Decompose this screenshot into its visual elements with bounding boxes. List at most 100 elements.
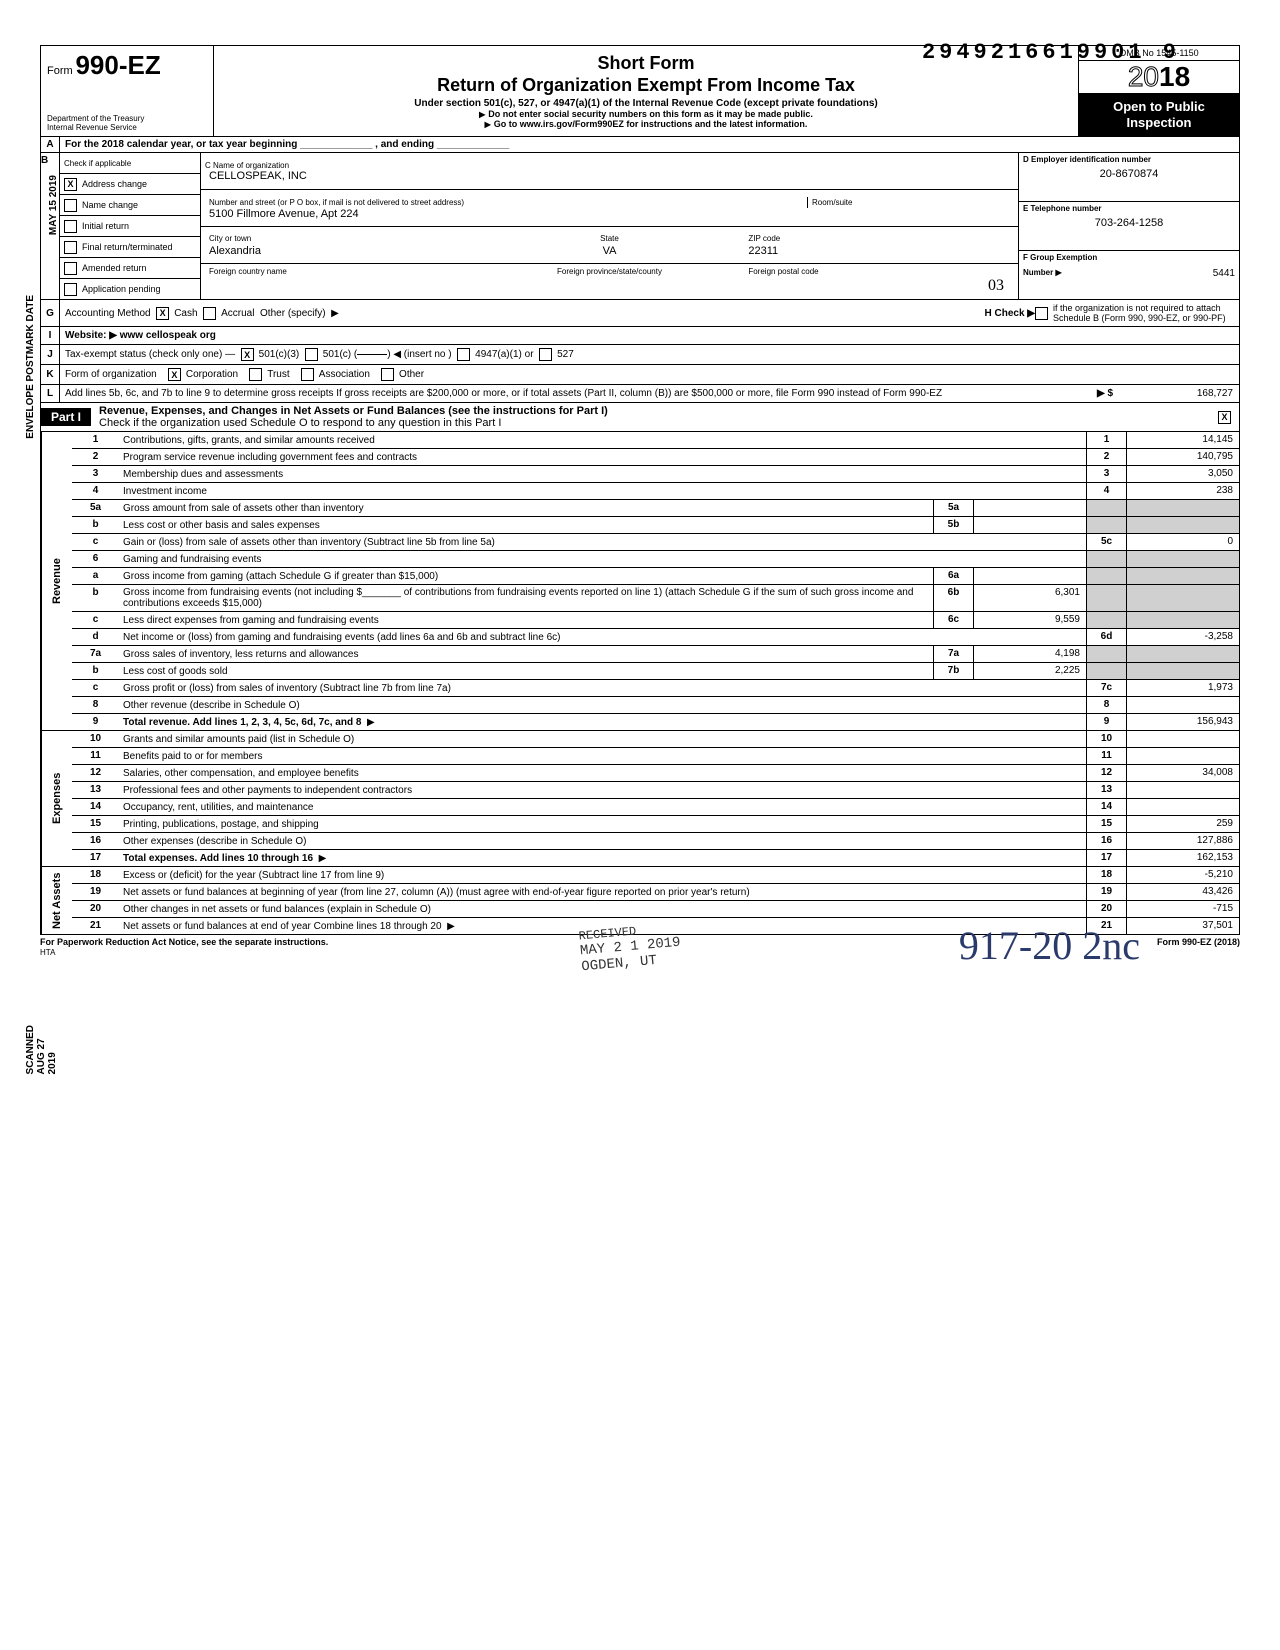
line-6d-desc: Net income or (loss) from gaming and fun… [119, 629, 1086, 645]
year-bold: 18 [1159, 61, 1190, 92]
under-section: Under section 501(c), 527, or 4947(a)(1)… [222, 98, 1070, 109]
label-g: G [41, 300, 60, 326]
part1-title: Revenue, Expenses, and Changes in Net As… [91, 403, 1218, 431]
line-5a-desc: Gross amount from sale of assets other t… [119, 500, 933, 516]
line-9-val: 156,943 [1126, 714, 1239, 730]
ssn-warning: Do not enter social security numbers on … [222, 109, 1070, 119]
check-app-pending[interactable]: Application pending [60, 279, 200, 299]
501c-checkbox[interactable] [305, 348, 318, 361]
state-label: State [475, 233, 745, 244]
trust-label: Trust [267, 369, 289, 380]
calendar-year-text: For the 2018 calendar year, or tax year … [65, 139, 509, 150]
street-row: Number and street (or P O box, if mail i… [201, 190, 1018, 227]
other-checkbox[interactable] [381, 368, 394, 381]
foreign-province-label: Foreign province/state/county [475, 266, 745, 277]
hta-label: HTA [40, 948, 55, 957]
city-row: City or town State ZIP code Alexandria V… [201, 227, 1018, 264]
check-name-change[interactable]: Name change [60, 195, 200, 216]
website-label: Website: ▶ www cellospeak org [65, 330, 216, 341]
label-j: J [41, 345, 60, 364]
line-3-desc: Membership dues and assessments [119, 466, 1086, 482]
501c3-checkbox[interactable]: X [241, 348, 254, 361]
h-checkbox[interactable] [1035, 307, 1048, 320]
check-amended[interactable]: Amended return [60, 258, 200, 279]
line-16-val: 127,886 [1126, 833, 1239, 849]
527-checkbox[interactable] [539, 348, 552, 361]
scanned-date-vert: SCANNED AUG 27 2019 [25, 1025, 58, 1074]
part1-checkbox[interactable]: X [1218, 411, 1231, 424]
ein-value: 20-8670874 [1023, 164, 1235, 180]
l-amount: 168,727 [1113, 388, 1233, 399]
signature: 917-20 2nc [959, 922, 1140, 969]
tax-year: 2018 [1079, 61, 1239, 93]
501c3-label: 501(c)(3) [259, 349, 300, 360]
check-initial-return[interactable]: Initial return [60, 216, 200, 237]
check-final-return[interactable]: Final return/terminated [60, 237, 200, 258]
year-prefix: 20 [1128, 61, 1159, 92]
line-14-desc: Occupancy, rent, utilities, and maintena… [119, 799, 1086, 815]
tax-exempt-label: Tax-exempt status (check only one) — [65, 349, 235, 360]
handwritten-03: 03 [205, 277, 1014, 295]
ein-label: D Employer identification number [1023, 155, 1235, 164]
line-12-val: 34,008 [1126, 765, 1239, 781]
received-stamp: RECEIVED MAY 2 1 2019 OGDEN, UT [578, 921, 682, 976]
group-box: F Group Exemption Number ▶ 5441 [1019, 251, 1239, 299]
org-info-column: C Name of organization CELLOSPEAK, INC N… [201, 153, 1018, 299]
department-label: Department of the Treasury Internal Reve… [47, 114, 207, 132]
line-2-val: 140,795 [1126, 449, 1239, 465]
line-16-desc: Other expenses (describe in Schedule O) [119, 833, 1086, 849]
line-17-desc: Total expenses. Add lines 10 through 16 … [119, 850, 1086, 866]
corp-checkbox[interactable]: X [168, 368, 181, 381]
accounting-method-label: Accounting Method [65, 308, 151, 319]
4947-checkbox[interactable] [457, 348, 470, 361]
h-check-label: H Check ▶ [985, 308, 1035, 319]
line-6b-val: 6,301 [973, 585, 1086, 611]
h-text: if the organization is not required to a… [1053, 303, 1233, 323]
line-5b-desc: Less cost or other basis and sales expen… [119, 517, 933, 533]
org-name-row: C Name of organization CELLOSPEAK, INC [201, 153, 1018, 190]
line-7a-desc: Gross sales of inventory, less returns a… [119, 646, 933, 662]
line-3-val: 3,050 [1126, 466, 1239, 482]
cash-checkbox[interactable]: X [156, 307, 169, 320]
accrual-checkbox[interactable] [203, 307, 216, 320]
527-label: 527 [557, 349, 574, 360]
row-l: L Add lines 5b, 6c, and 7b to line 9 to … [40, 385, 1240, 403]
line-15-val: 259 [1126, 816, 1239, 832]
row-i: I Website: ▶ www cellospeak org [40, 327, 1240, 345]
trust-checkbox[interactable] [249, 368, 262, 381]
line-9-desc: Total revenue. Add lines 1, 2, 3, 4, 5c,… [119, 714, 1086, 730]
part1-label: Part I [41, 408, 91, 426]
accrual-label: Accrual [221, 308, 254, 319]
street-value: 5100 Fillmore Avenue, Apt 224 [205, 208, 1014, 220]
paperwork-notice: For Paperwork Reduction Act Notice, see … [40, 937, 328, 947]
foreign-country-label: Foreign country name [205, 266, 475, 277]
line-13-desc: Professional fees and other payments to … [119, 782, 1086, 798]
line-12-desc: Salaries, other compensation, and employ… [119, 765, 1086, 781]
revenue-side-label: Revenue [41, 432, 72, 730]
check-address-change[interactable]: XAddress change [60, 174, 200, 195]
form-number-box: Form 990-EZ Department of the Treasury I… [41, 46, 214, 136]
line-6d-val: -3,258 [1126, 629, 1239, 645]
foreign-row: Foreign country name Foreign province/st… [201, 264, 1018, 296]
line-7b-val: 2,225 [973, 663, 1086, 679]
row-a: A For the 2018 calendar year, or tax yea… [40, 137, 1240, 153]
row-k: K Form of organization X Corporation Tru… [40, 365, 1240, 385]
return-title: Return of Organization Exempt From Incom… [222, 75, 1070, 97]
line-4-desc: Investment income [119, 483, 1086, 499]
tel-box: E Telephone number 703-264-1258 [1019, 202, 1239, 251]
corp-label: Corporation [186, 369, 238, 380]
assoc-checkbox[interactable] [301, 368, 314, 381]
line-15-desc: Printing, publications, postage, and shi… [119, 816, 1086, 832]
form-footer-label: Form 990-EZ (2018) [1157, 937, 1240, 957]
line-6-desc: Gaming and fundraising events [119, 551, 1086, 567]
check-column: Check if applicable XAddress change Name… [60, 153, 201, 299]
expenses-section: Expenses 10Grants and similar amounts pa… [40, 731, 1240, 867]
street-label: Number and street (or P O box, if mail i… [205, 197, 807, 208]
zip-label: ZIP code [744, 233, 1014, 244]
insert-no-label: ) ◀ (insert no ) [387, 349, 451, 360]
line-6a-desc: Gross income from gaming (attach Schedul… [119, 568, 933, 584]
line-18-val: -5,210 [1126, 867, 1239, 883]
check-header: Check if applicable [60, 153, 200, 174]
line-4-val: 238 [1126, 483, 1239, 499]
city-label: City or town [205, 233, 475, 244]
